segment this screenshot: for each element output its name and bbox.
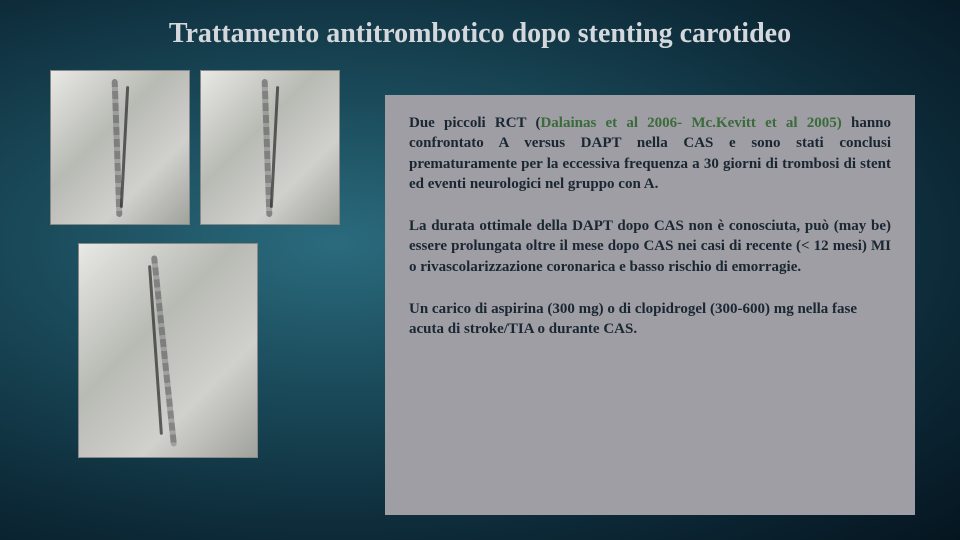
para1-pre: Due piccoli RCT ( (409, 115, 540, 131)
image-group (50, 70, 340, 458)
para3-text: Un carico di aspirina (300 mg) o di clop… (409, 301, 857, 337)
xray-image-2 (200, 70, 340, 225)
slide-title-text: Trattamento antitrombotico dopo stenting… (169, 18, 791, 49)
paragraph-3: Un carico di aspirina (300 mg) o di clop… (409, 299, 891, 340)
slide-title: Trattamento antitrombotico dopo stenting… (0, 18, 960, 50)
paragraph-2: La durata ottimale della DAPT dopo CAS n… (409, 216, 891, 277)
vessel-shadow (270, 86, 279, 208)
vessel-shadow (120, 86, 129, 208)
image-top-row (50, 70, 340, 225)
text-panel: Due piccoli RCT (Dalainas et al 2006- Mc… (385, 95, 915, 515)
xray-image-1 (50, 70, 190, 225)
paragraph-1: Due piccoli RCT (Dalainas et al 2006- Mc… (409, 113, 891, 194)
para2-text: La durata ottimale della DAPT dopo CAS n… (409, 218, 891, 275)
para1-citation: Dalainas et al 2006- Mc.Kevitt et al 200… (540, 115, 841, 131)
xray-image-3 (78, 243, 258, 458)
